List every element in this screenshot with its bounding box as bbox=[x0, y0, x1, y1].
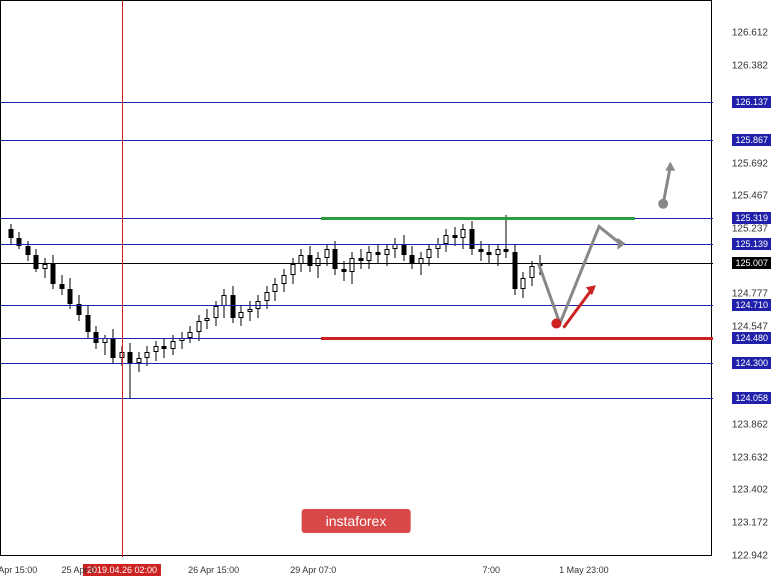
y-tick-label: 125.467 bbox=[732, 191, 768, 202]
y-tick-label: 125.692 bbox=[732, 158, 768, 169]
y-tick-label: 122.942 bbox=[732, 551, 768, 562]
y-tick-label: 123.862 bbox=[732, 419, 768, 430]
candlestick-series bbox=[1, 1, 713, 557]
price-level-line: 126.137 bbox=[1, 102, 713, 103]
y-tick-label: 123.402 bbox=[732, 485, 768, 496]
x-tick-label: 25 Apr 0 bbox=[62, 565, 96, 575]
y-tick-label: 123.172 bbox=[732, 518, 768, 529]
price-level-line: 124.300 bbox=[1, 363, 713, 364]
price-level-line: 125.139 bbox=[1, 244, 713, 245]
x-axis: 4 Apr 15:00 25 Apr 0 26 Apr 15:00 29 Apr 07… bbox=[0, 556, 712, 579]
y-tick-label: 124.547 bbox=[732, 322, 768, 333]
x-tick-label: 7:00 bbox=[483, 565, 501, 575]
chart-plot-area: 126.137125.867125.319125.139124.710124.4… bbox=[0, 0, 712, 556]
y-tick-label: 126.612 bbox=[732, 27, 768, 38]
y-tick-label: 123.632 bbox=[732, 452, 768, 463]
resistance-line bbox=[321, 217, 634, 220]
watermark-logo: instaforex bbox=[302, 509, 411, 533]
price-level-line: 124.058 bbox=[1, 398, 713, 399]
x-tick-label: 26 Apr 15:00 bbox=[188, 565, 239, 575]
current-price-line: 125.007 bbox=[1, 263, 713, 264]
y-tick-label: 124.777 bbox=[732, 289, 768, 300]
x-tick-label: 4 Apr 15:00 bbox=[0, 565, 37, 575]
x-tick-label: 29 Apr 07:0 bbox=[290, 565, 336, 575]
y-tick-label: 126.382 bbox=[732, 60, 768, 71]
support-line bbox=[321, 337, 713, 340]
x-tick-label: 1 May 23:00 bbox=[559, 565, 609, 575]
price-level-line: 125.867 bbox=[1, 140, 713, 141]
price-level-line: 124.710 bbox=[1, 305, 713, 306]
vertical-time-line: 2019.04.26 02:00 bbox=[122, 1, 123, 557]
y-axis: 126.612 126.382 125.692 125.467 125.237 124.7… bbox=[712, 0, 772, 556]
y-tick-label: 125.237 bbox=[732, 223, 768, 234]
